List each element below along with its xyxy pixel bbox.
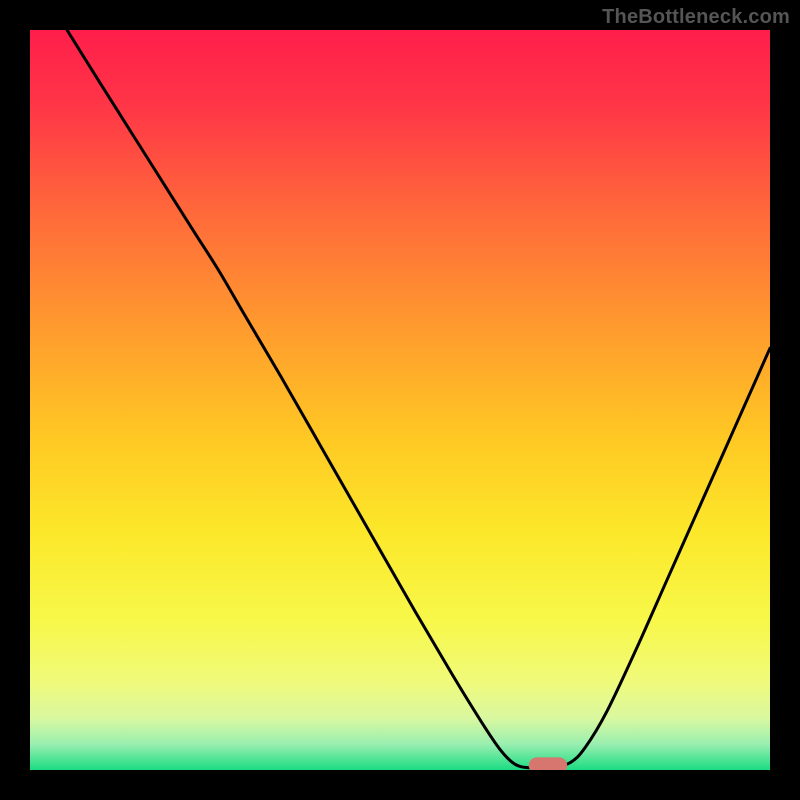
plot-area [30, 30, 770, 770]
watermark-text: TheBottleneck.com [602, 6, 790, 29]
chart-frame: TheBottleneck.com [0, 0, 800, 800]
gradient-background [30, 30, 770, 770]
chart-svg [30, 30, 770, 770]
optimal-marker [529, 757, 567, 770]
